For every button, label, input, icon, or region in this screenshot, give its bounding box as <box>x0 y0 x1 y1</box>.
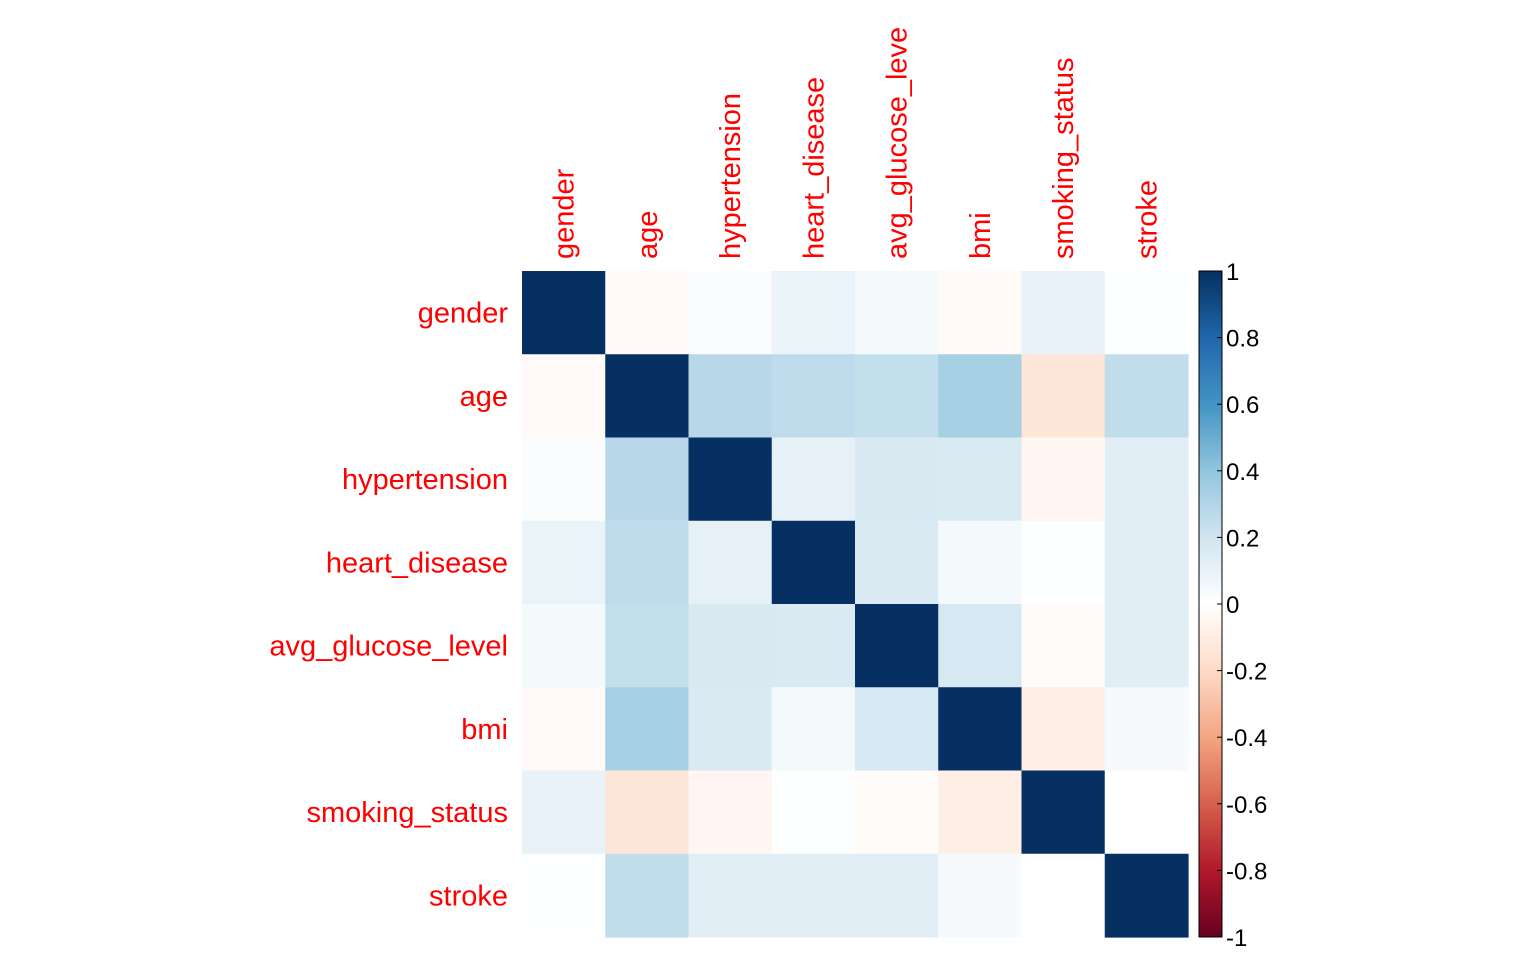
heatmap-cell-5-4 <box>855 687 939 772</box>
heatmap-cell-0-6 <box>1021 271 1106 355</box>
heatmap-cell-6-0 <box>522 770 606 855</box>
row-label: heart_disease <box>326 547 508 579</box>
heatmap-cell-5-1 <box>605 687 690 772</box>
heatmap-cell-4-6 <box>1021 604 1106 688</box>
heatmap-cell-1-4 <box>855 354 939 439</box>
row-labels: gender age hypertension heart_disease avg_gl… <box>269 298 508 913</box>
heatmap-cell-6-4 <box>855 770 939 855</box>
heatmap-cell-0-2 <box>688 271 773 355</box>
col-label: hypertension <box>715 93 747 259</box>
row-label: avg_glucose_level <box>269 631 508 663</box>
heatmap-cell-7-3 <box>771 853 856 938</box>
heatmap-cell-0-0 <box>522 271 606 355</box>
heatmap-cell-5-3 <box>771 687 856 772</box>
heatmap-cell-2-1 <box>605 437 690 522</box>
heatmap-cell-0-4 <box>855 271 939 355</box>
heatmap-cell-4-0 <box>522 604 606 688</box>
heatmap-cell-7-2 <box>688 853 773 938</box>
color-legend-tick-label: 0.6 <box>1226 392 1259 419</box>
heatmap-cell-1-1 <box>605 354 690 439</box>
color-legend-tick-label: -0.2 <box>1226 659 1267 686</box>
col-label: gender <box>549 168 581 259</box>
color-legend-tick-label: 0.4 <box>1226 459 1259 486</box>
heatmap-cell-2-3 <box>771 437 856 522</box>
color-legend-tick-label: -0.4 <box>1226 725 1267 752</box>
heatmap-cell-4-4 <box>855 604 939 688</box>
heatmap-cell-4-3 <box>771 604 856 688</box>
heatmap-cell-2-0 <box>522 437 606 522</box>
heatmap-cell-7-1 <box>605 853 690 938</box>
heatmap-cell-0-7 <box>1104 271 1189 355</box>
heatmap-cell-1-0 <box>522 354 606 439</box>
heatmap-cell-6-5 <box>938 770 1023 855</box>
heatmap-cell-0-5 <box>938 271 1023 355</box>
heatmap-cell-2-4 <box>855 437 939 522</box>
heatmap-cell-7-7 <box>1104 853 1189 938</box>
heatmap-cell-3-1 <box>605 520 690 605</box>
heatmap-cells <box>522 271 1189 938</box>
heatmap-cell-5-7 <box>1104 687 1189 772</box>
heatmap-cell-7-0 <box>522 853 606 938</box>
heatmap-cell-3-7 <box>1104 520 1189 605</box>
heatmap-cell-5-2 <box>688 687 773 772</box>
heatmap-cell-5-6 <box>1021 687 1106 772</box>
heatmap-cell-0-1 <box>605 271 690 355</box>
color-legend-tick-label: 0 <box>1226 592 1239 619</box>
heatmap-cell-3-4 <box>855 520 939 605</box>
heatmap-cell-4-2 <box>688 604 773 688</box>
heatmap-cell-6-1 <box>605 770 690 855</box>
heatmap-cell-2-6 <box>1021 437 1106 522</box>
column-labels: gender age hypertension heart_disease avg_gl… <box>549 27 1164 259</box>
row-label: gender <box>418 298 509 330</box>
heatmap-cell-2-7 <box>1104 437 1189 522</box>
color-legend-tick-label: 1 <box>1226 259 1239 286</box>
heatmap-cell-6-3 <box>771 770 856 855</box>
heatmap-cell-7-5 <box>938 853 1023 938</box>
col-label: heart_disease <box>798 77 830 259</box>
col-label: age <box>632 211 664 259</box>
col-label: stroke <box>1131 180 1163 259</box>
heatmap-cell-3-5 <box>938 520 1023 605</box>
heatmap-cell-5-0 <box>522 687 606 772</box>
row-label: age <box>460 381 508 413</box>
heatmap-cell-3-3 <box>771 520 856 605</box>
heatmap-cell-3-2 <box>688 520 773 605</box>
heatmap-cell-2-2 <box>688 437 773 522</box>
color-legend-tick-label: -0.6 <box>1226 792 1267 819</box>
heatmap-cell-4-5 <box>938 604 1023 688</box>
heatmap-cell-6-6 <box>1021 770 1106 855</box>
col-label: avg_glucose_leve <box>882 27 914 259</box>
color-legend-tick-label: 0.8 <box>1226 326 1259 353</box>
color-legend: 1 0.8 0.6 0.4 0.2 0 -0.2 -0.4 -0.6 -0.8 -1 <box>1198 259 1267 952</box>
color-legend-tick-label: 0.2 <box>1226 525 1259 552</box>
heatmap-cell-1-5 <box>938 354 1023 439</box>
heatmap-cell-1-6 <box>1021 354 1106 439</box>
heatmap-cell-6-7 <box>1104 770 1189 855</box>
color-legend-ticks: 1 0.8 0.6 0.4 0.2 0 -0.2 -0.4 -0.6 -0.8 -1 <box>1217 259 1267 952</box>
col-label: smoking_status <box>1048 58 1080 260</box>
row-label: stroke <box>429 880 508 912</box>
heatmap-cell-1-2 <box>688 354 773 439</box>
heatmap-cell-0-3 <box>771 271 856 355</box>
row-label: smoking_status <box>307 797 509 829</box>
row-label: hypertension <box>342 464 508 496</box>
heatmap-cell-3-0 <box>522 520 606 605</box>
heatmap-cell-1-3 <box>771 354 856 439</box>
heatmap-cell-7-6 <box>1021 853 1106 938</box>
heatmap-cell-3-6 <box>1021 520 1106 605</box>
heatmap-cell-2-5 <box>938 437 1023 522</box>
heatmap-cell-5-5 <box>938 687 1023 772</box>
heatmap-cell-4-1 <box>605 604 690 688</box>
col-label: bmi <box>965 212 997 259</box>
heatmap-cell-4-7 <box>1104 604 1189 688</box>
heatmap-cell-1-7 <box>1104 354 1189 439</box>
color-legend-tick-label: -0.8 <box>1226 858 1267 885</box>
heatmap-cell-7-4 <box>855 853 939 938</box>
row-label: bmi <box>461 714 508 746</box>
color-legend-tick-label: -1 <box>1226 925 1247 952</box>
heatmap-cell-6-2 <box>688 770 773 855</box>
